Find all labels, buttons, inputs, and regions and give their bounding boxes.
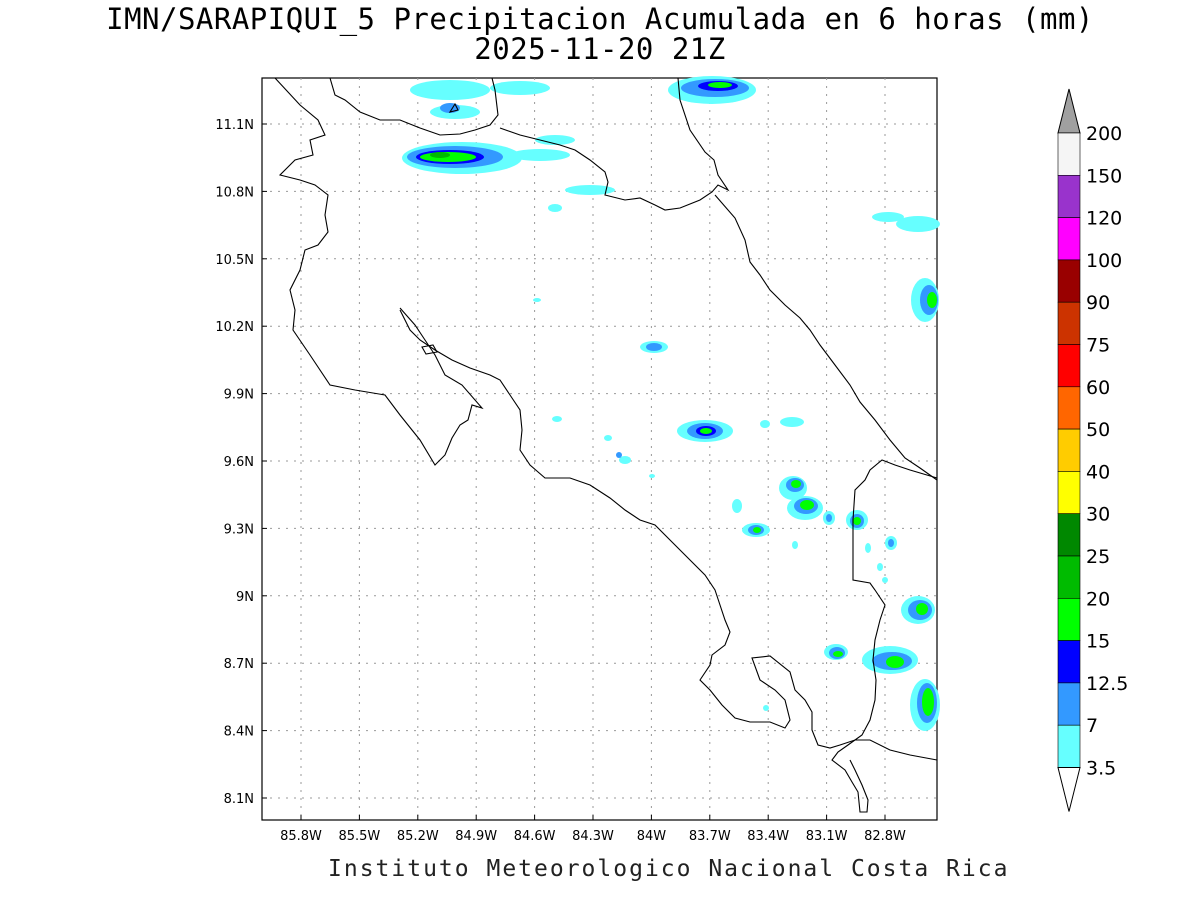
colorbar-swatch <box>1057 640 1081 684</box>
colorbar-label: 150 <box>1086 165 1122 187</box>
map-title: IMN/SARAPIQUI_5 Precipitacion Acumulada … <box>106 2 1094 36</box>
colorbar-label: 120 <box>1086 208 1122 230</box>
rain-cell <box>533 298 668 422</box>
rain-cell <box>668 76 756 104</box>
colorbar-under-triangle <box>1057 767 1081 812</box>
rain-cell <box>763 644 918 711</box>
rain-cell <box>901 596 935 624</box>
colorbar-swatch <box>1057 682 1081 726</box>
colorbar-label: 3.5 <box>1086 758 1116 780</box>
colorbar-swatch <box>1057 259 1081 303</box>
rain-cell <box>872 212 940 322</box>
colorbar-swatch <box>1057 724 1081 768</box>
longitude-tick-labels: 85.8W 85.5W 85.2W 84.9W 84.6W 84.3W 84W 83.7W 83… <box>280 815 906 844</box>
colorbar-label: 40 <box>1086 461 1110 483</box>
colorbar-swatch <box>1057 513 1081 557</box>
plot-frame <box>261 77 938 821</box>
colorbar-swatch <box>1057 471 1081 514</box>
rain-cell <box>410 80 550 119</box>
colorbar-swatch <box>1057 597 1081 641</box>
latitude-tick-label: 9.6N <box>224 455 254 470</box>
rain-cell <box>604 417 804 478</box>
colorbar-label: 75 <box>1086 335 1110 357</box>
colorbar-over-triangle <box>1057 88 1081 134</box>
latitude-tick-labels: 11.1N 10.8N 10.5N 10.2N 9.9N 9.6N 9.3N 9N 8.7N 8.… <box>215 118 267 807</box>
latitude-tick-label: 9.9N <box>224 388 254 403</box>
latitude-tick-label: 9N <box>236 590 254 605</box>
rain-cell <box>910 679 940 731</box>
map-timestamp: 2025-11-20 21Z <box>474 32 726 66</box>
longitude-tick-label: 83.7W <box>689 829 731 844</box>
colorbar-label: 90 <box>1086 292 1110 314</box>
latitude-tick-label: 11.1N <box>215 118 254 133</box>
colorbar-swatch <box>1057 428 1081 472</box>
longitude-tick-label: 85.5W <box>338 829 380 844</box>
colorbar-legend: 200 150 120 100 90 75 60 50 40 30 25 20 15 12.5 7 3.5 <box>1057 88 1128 812</box>
footer-credit: Instituto Meteorologico Nacional Costa R… <box>328 856 1010 882</box>
longitude-tick-label: 85.2W <box>397 829 439 844</box>
colorbar-swatch <box>1057 344 1081 388</box>
longitude-tick-label: 84.3W <box>572 829 614 844</box>
longitude-tick-label: 84.6W <box>514 829 556 844</box>
colorbar-swatch <box>1057 175 1081 218</box>
longitude-tick-label: 84.9W <box>455 829 497 844</box>
colorbar-label: 30 <box>1086 504 1110 526</box>
latitude-tick-label: 10.8N <box>215 185 254 200</box>
colorbar-label: 200 <box>1086 123 1122 145</box>
colorbar-label: 100 <box>1086 250 1122 272</box>
rain-cell <box>402 135 615 212</box>
coastlines-and-borders <box>274 77 938 813</box>
colorbar-label: 50 <box>1086 419 1110 441</box>
latitude-tick-label: 10.2N <box>215 320 254 335</box>
latitude-tick-label: 9.3N <box>224 522 254 537</box>
longitude-tick-label: 85.8W <box>280 829 322 844</box>
colorbar-swatch <box>1057 555 1081 599</box>
latitude-tick-label: 8.1N <box>224 792 254 807</box>
colorbar-swatch <box>1057 386 1081 430</box>
colorbar-label: 20 <box>1086 588 1110 610</box>
precipitation-areas <box>402 76 940 731</box>
rain-cell <box>732 476 835 549</box>
latitude-tick-label: 8.4N <box>224 725 254 740</box>
colorbar-label: 15 <box>1086 631 1110 653</box>
colorbar-swatch <box>1057 132 1081 176</box>
colorbar-swatch <box>1057 217 1081 261</box>
longitude-tick-label: 82.8W <box>864 829 906 844</box>
colorbar-label: 12.5 <box>1086 673 1128 695</box>
longitude-tick-label: 83.4W <box>747 829 789 844</box>
latitude-tick-label: 8.7N <box>224 657 254 672</box>
colorbar-swatch <box>1057 301 1081 345</box>
longitude-tick-label: 83.1W <box>806 829 848 844</box>
latitude-tick-label: 10.5N <box>215 253 254 268</box>
colorbar-label: 25 <box>1086 546 1110 568</box>
longitude-tick-label: 84W <box>637 829 667 844</box>
colorbar-label: 7 <box>1086 715 1098 737</box>
colorbar-label: 60 <box>1086 377 1110 399</box>
